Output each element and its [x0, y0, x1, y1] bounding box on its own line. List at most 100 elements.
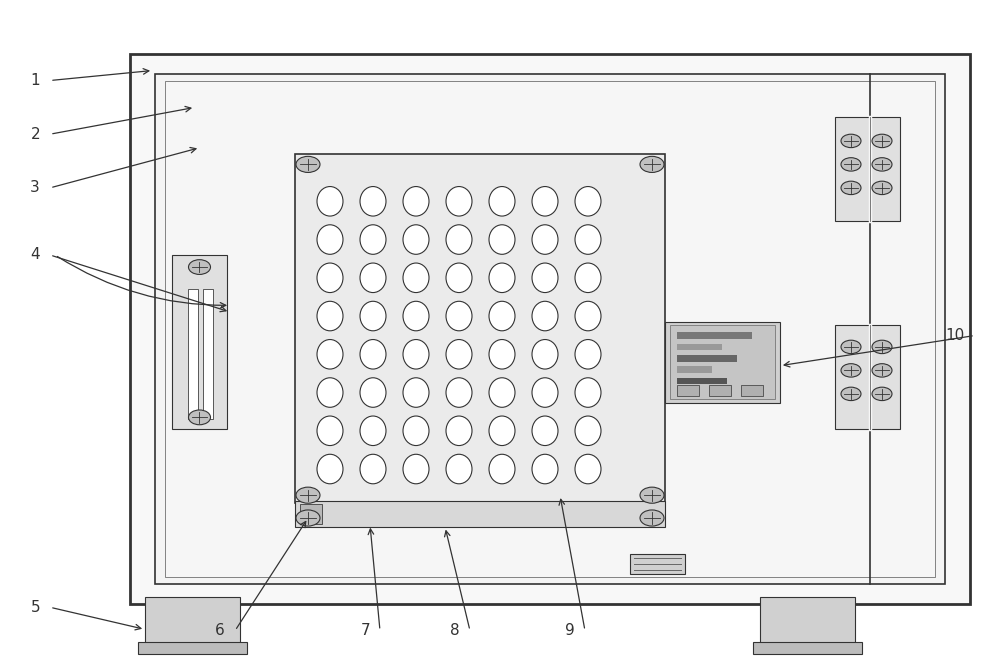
Bar [835, 325, 900, 429]
Ellipse shape [532, 454, 558, 484]
Ellipse shape [403, 301, 429, 331]
Circle shape [841, 158, 861, 171]
Ellipse shape [360, 301, 386, 331]
Ellipse shape [575, 416, 601, 446]
Ellipse shape [446, 301, 472, 331]
Ellipse shape [446, 340, 472, 369]
Ellipse shape [489, 416, 515, 446]
Bar [709, 385, 731, 396]
Ellipse shape [446, 263, 472, 293]
Ellipse shape [317, 263, 343, 293]
Ellipse shape [532, 340, 558, 369]
Ellipse shape [317, 454, 343, 484]
Circle shape [872, 181, 892, 195]
Circle shape [188, 260, 210, 274]
Circle shape [841, 364, 861, 377]
Circle shape [640, 156, 664, 172]
Bar [172, 255, 227, 429]
Circle shape [872, 158, 892, 171]
Bar [677, 355, 737, 362]
Text: 3: 3 [30, 180, 40, 195]
Ellipse shape [317, 225, 343, 254]
Ellipse shape [575, 263, 601, 293]
Ellipse shape [403, 225, 429, 254]
Text: 7: 7 [360, 623, 370, 638]
Bar [677, 344, 722, 350]
Ellipse shape [360, 416, 386, 446]
Ellipse shape [403, 187, 429, 216]
Ellipse shape [532, 263, 558, 293]
Bar [677, 366, 712, 373]
Text: 9: 9 [565, 623, 575, 638]
Text: 1: 1 [30, 73, 40, 88]
Bar [835, 117, 900, 221]
Ellipse shape [317, 340, 343, 369]
Ellipse shape [360, 340, 386, 369]
Circle shape [296, 487, 320, 503]
Bar [295, 154, 665, 503]
Bar [138, 642, 247, 654]
Ellipse shape [403, 263, 429, 293]
Ellipse shape [575, 301, 601, 331]
Ellipse shape [446, 454, 472, 484]
Circle shape [640, 510, 664, 526]
Bar [753, 642, 862, 654]
Text: 4: 4 [30, 248, 40, 262]
Circle shape [188, 410, 210, 425]
Bar [295, 501, 665, 527]
Text: 5: 5 [30, 600, 40, 615]
Circle shape [841, 340, 861, 354]
Ellipse shape [317, 301, 343, 331]
Bar [188, 289, 198, 419]
Ellipse shape [360, 187, 386, 216]
Bar [155, 74, 945, 584]
Ellipse shape [360, 263, 386, 293]
Ellipse shape [575, 340, 601, 369]
Bar [130, 54, 970, 604]
Bar [203, 289, 213, 419]
Ellipse shape [532, 187, 558, 216]
Ellipse shape [489, 340, 515, 369]
Ellipse shape [317, 187, 343, 216]
Ellipse shape [446, 416, 472, 446]
Circle shape [872, 340, 892, 354]
Ellipse shape [489, 454, 515, 484]
Ellipse shape [489, 187, 515, 216]
Ellipse shape [489, 263, 515, 293]
Circle shape [841, 134, 861, 148]
Ellipse shape [575, 225, 601, 254]
Ellipse shape [446, 378, 472, 407]
Text: 10: 10 [946, 328, 965, 343]
Ellipse shape [317, 416, 343, 446]
Ellipse shape [446, 187, 472, 216]
Ellipse shape [575, 378, 601, 407]
Circle shape [841, 181, 861, 195]
Text: 2: 2 [30, 127, 40, 142]
Circle shape [296, 156, 320, 172]
Circle shape [296, 510, 320, 526]
Ellipse shape [403, 416, 429, 446]
Bar [677, 385, 699, 396]
Circle shape [640, 487, 664, 503]
Ellipse shape [532, 225, 558, 254]
Ellipse shape [446, 225, 472, 254]
Bar [665, 322, 780, 403]
Bar [760, 597, 855, 648]
Ellipse shape [575, 187, 601, 216]
Ellipse shape [489, 378, 515, 407]
Ellipse shape [360, 378, 386, 407]
Text: 8: 8 [450, 623, 460, 638]
Bar [300, 504, 322, 524]
Ellipse shape [575, 454, 601, 484]
Ellipse shape [360, 454, 386, 484]
Ellipse shape [403, 378, 429, 407]
Ellipse shape [489, 225, 515, 254]
Bar [630, 554, 685, 574]
Ellipse shape [403, 340, 429, 369]
Bar [145, 597, 240, 648]
Bar [677, 378, 727, 384]
Text: 6: 6 [215, 623, 225, 638]
Circle shape [872, 387, 892, 401]
Circle shape [841, 387, 861, 401]
Circle shape [872, 134, 892, 148]
